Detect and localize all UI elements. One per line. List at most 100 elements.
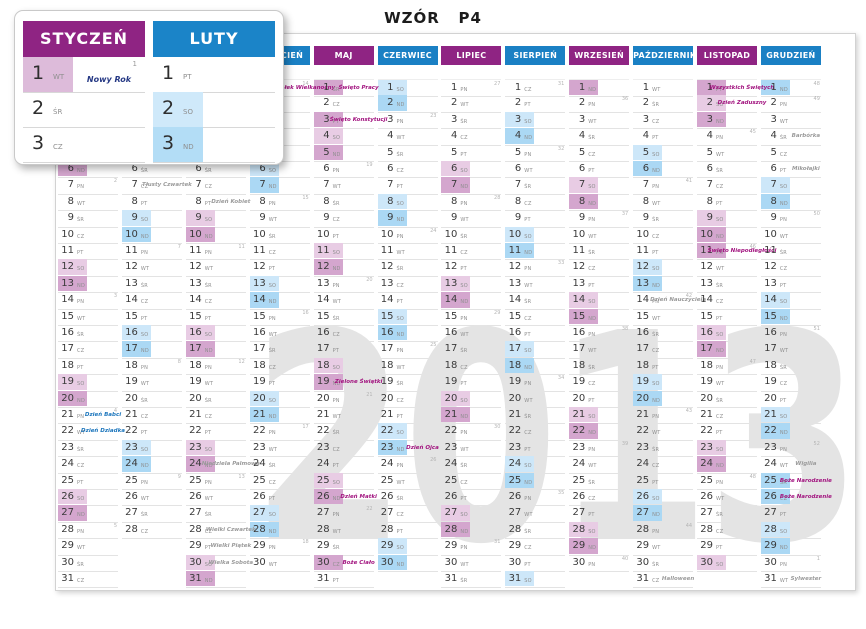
day-row: 10 PN 24 bbox=[377, 227, 438, 244]
inset-week-number: 1 bbox=[132, 60, 137, 68]
day-number: 28 bbox=[444, 523, 458, 535]
day-row: 31 PT bbox=[313, 571, 374, 589]
day-label: Zielone Świątki bbox=[334, 379, 383, 386]
day-number: 22 bbox=[764, 425, 777, 437]
week-number: 37 bbox=[621, 211, 629, 218]
day-number: 10 bbox=[252, 228, 266, 240]
day-of-week-label: PT bbox=[716, 430, 723, 437]
day-of-week-label: ŚR bbox=[204, 168, 212, 174]
day-of-week-label: WT bbox=[588, 348, 597, 355]
day-highlight bbox=[760, 472, 790, 488]
day-number: 15 bbox=[700, 310, 713, 322]
day-row: 21 SO bbox=[760, 407, 821, 425]
day-of-week-label: ND bbox=[204, 578, 213, 584]
day-of-week-label: ND bbox=[268, 299, 277, 306]
day-number: 29 bbox=[508, 540, 522, 552]
day-highlight bbox=[505, 341, 535, 357]
day-number: 3 bbox=[770, 113, 777, 125]
day-highlight bbox=[441, 521, 471, 538]
day-row: 22 SO bbox=[377, 423, 438, 441]
day-number: 21 bbox=[61, 409, 74, 420]
day-of-week-label: PN bbox=[588, 332, 596, 338]
day-number: 2 bbox=[642, 97, 650, 109]
day-row: 1 ND 48 bbox=[760, 79, 821, 98]
day-row: 20 ŚR bbox=[185, 391, 246, 408]
day-number: 12 bbox=[316, 261, 330, 273]
day-of-week-label: PN bbox=[268, 200, 276, 207]
day-number: 15 bbox=[61, 310, 74, 322]
day-row: 29 ŚR bbox=[313, 538, 374, 556]
day-row: 28 WT bbox=[313, 522, 374, 540]
day-number: 12 bbox=[444, 261, 458, 273]
day-highlight bbox=[569, 292, 599, 308]
day-of-week-label: ŚR bbox=[332, 315, 340, 322]
day-row: 28 CZ bbox=[121, 522, 182, 540]
day-row: 1 WT bbox=[633, 79, 694, 98]
day-row: 12 PT bbox=[441, 259, 502, 277]
day-of-week-label: CZ bbox=[332, 332, 340, 338]
day-row: 25 PN 48 bbox=[697, 473, 757, 490]
day-of-week-label: PT bbox=[588, 512, 595, 519]
day-of-week-label: CZ bbox=[652, 463, 660, 470]
day-number: 2 bbox=[323, 97, 330, 109]
day-of-week-label: CZ bbox=[332, 102, 340, 109]
day-of-week-label: SO bbox=[716, 332, 724, 338]
day-number: 17 bbox=[380, 343, 394, 355]
day-of-week-label: PN bbox=[652, 528, 660, 535]
day-row: 17 WT bbox=[760, 341, 821, 359]
day-row: 8 PN 28 bbox=[441, 194, 502, 212]
day-highlight bbox=[185, 325, 215, 341]
day-row: 14 PN 3 bbox=[58, 292, 118, 310]
day-number: 28 bbox=[764, 523, 777, 535]
inset-day-number: 3 bbox=[161, 132, 175, 154]
day-number: 11 bbox=[572, 245, 586, 256]
day-row: 20 PT bbox=[760, 391, 821, 408]
day-number: 6 bbox=[451, 163, 458, 174]
day-of-week-label: ŚR bbox=[77, 446, 85, 453]
day-highlight bbox=[697, 210, 726, 226]
day-of-week-label: PN bbox=[588, 217, 596, 224]
day-highlight bbox=[121, 439, 151, 456]
day-number: 9 bbox=[131, 212, 138, 224]
day-row: 29 WT bbox=[58, 538, 118, 556]
day-row: 3 WT bbox=[569, 112, 630, 130]
day-number: 18 bbox=[572, 359, 586, 371]
day-highlight bbox=[58, 505, 87, 521]
day-of-week-label: PT bbox=[140, 200, 148, 207]
week-number: 36 bbox=[621, 96, 629, 103]
week-number: 8 bbox=[177, 358, 181, 365]
day-of-week-label: PN bbox=[588, 561, 596, 568]
day-number: 6 bbox=[770, 163, 777, 174]
week-number: 46 bbox=[749, 244, 756, 250]
day-highlight bbox=[441, 177, 471, 193]
day-highlight bbox=[441, 505, 471, 521]
inset-day-number: 1 bbox=[31, 62, 45, 84]
day-number: 14 bbox=[700, 294, 713, 306]
day-row: 15 PT bbox=[185, 309, 246, 326]
day-number: 10 bbox=[572, 228, 586, 240]
day-highlight bbox=[313, 80, 343, 96]
day-number: 8 bbox=[451, 195, 458, 207]
day-row: 20 ŚR bbox=[697, 391, 757, 408]
day-row: 1 CZ 31 bbox=[505, 79, 566, 98]
day-number: 6 bbox=[259, 163, 266, 174]
day-number: 13 bbox=[700, 277, 713, 289]
day-number: 21 bbox=[125, 409, 138, 420]
day-of-week-label: SO bbox=[332, 479, 341, 486]
day-row: 12 ND bbox=[313, 259, 374, 277]
day-of-week-label: CZ bbox=[779, 496, 788, 502]
day-of-week-label: ND bbox=[779, 87, 788, 93]
day-row: 24 ND bbox=[121, 456, 182, 474]
day-number: 24 bbox=[508, 458, 522, 470]
day-number: 25 bbox=[125, 474, 138, 486]
day-highlight bbox=[377, 554, 407, 570]
day-number: 11 bbox=[700, 245, 713, 256]
week-number: 31 bbox=[557, 81, 565, 87]
day-row: 21 PN 43 bbox=[633, 407, 694, 425]
day-row: 24 PN 26 bbox=[377, 456, 438, 474]
day-of-week-label: PT bbox=[77, 479, 84, 486]
day-row: 4 ŚR Barbórka bbox=[760, 128, 821, 146]
day-number: 21 bbox=[764, 409, 777, 420]
day-highlight bbox=[249, 177, 279, 193]
